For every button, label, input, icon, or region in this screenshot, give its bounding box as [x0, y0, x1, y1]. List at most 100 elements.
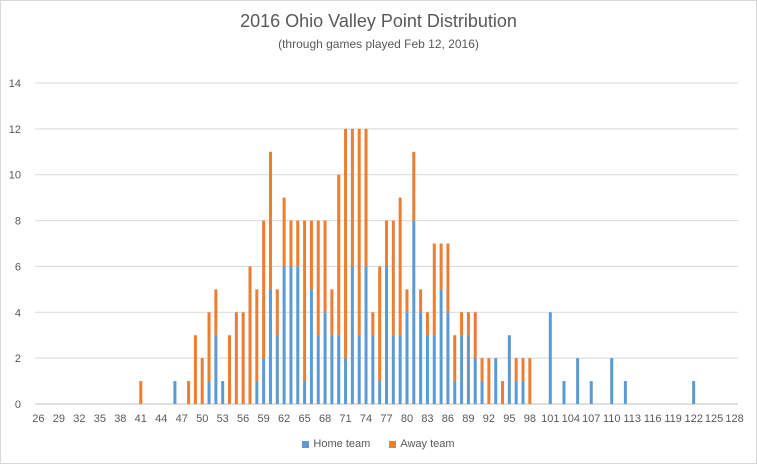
bar-home-team — [303, 381, 307, 404]
bar-away-team — [466, 312, 470, 336]
bar-home-team — [330, 335, 334, 404]
y-tick-label: 2 — [15, 353, 21, 365]
bar-away-team — [262, 220, 266, 359]
bar-away-team — [501, 381, 505, 404]
bar-home-team — [255, 381, 259, 404]
bar-away-team — [371, 312, 375, 336]
bar-home-team — [446, 312, 450, 404]
bar-home-team — [309, 289, 313, 404]
bar-home-team — [405, 312, 409, 404]
x-tick-label: 107 — [582, 413, 600, 425]
bar-away-team — [391, 220, 395, 336]
x-tick-label: 62 — [278, 413, 290, 425]
bar-away-team — [296, 220, 300, 267]
bar-away-team — [330, 289, 334, 336]
x-tick-label: 59 — [258, 413, 270, 425]
bar-home-team — [432, 335, 436, 404]
bar-home-team — [521, 381, 525, 404]
bar-home-team — [514, 381, 518, 404]
bar-home-team — [453, 381, 457, 404]
bar-home-team — [275, 335, 279, 404]
x-tick-label: 92 — [483, 413, 495, 425]
bar-home-team — [296, 266, 300, 404]
bar-home-team — [692, 381, 696, 404]
bar-home-team — [480, 381, 484, 404]
bar-away-team — [187, 381, 191, 404]
x-tick-label: 74 — [360, 413, 372, 425]
bar-home-team — [589, 381, 593, 404]
bar-home-team — [323, 312, 327, 404]
x-tick-label: 56 — [237, 413, 249, 425]
bar-away-team — [316, 220, 320, 336]
x-tick-label: 95 — [503, 413, 515, 425]
bar-away-team — [398, 197, 402, 336]
x-tick-label: 86 — [442, 413, 454, 425]
bar-home-team — [623, 381, 627, 404]
bar-away-team — [419, 289, 423, 313]
legend-label-away: Away team — [400, 438, 455, 450]
x-tick-label: 71 — [339, 413, 351, 425]
bar-away-team — [309, 220, 313, 290]
bar-home-team — [316, 335, 320, 404]
bar-away-team — [487, 358, 491, 404]
x-tick-label: 68 — [319, 413, 331, 425]
bar-away-team — [473, 312, 477, 359]
bar-home-team — [576, 358, 580, 404]
bar-home-team — [507, 335, 511, 404]
y-tick-label: 8 — [15, 216, 21, 228]
x-tick-label: 125 — [705, 413, 723, 425]
bar-home-team — [385, 266, 388, 404]
legend-swatch-home — [302, 440, 310, 448]
bar-home-team — [439, 289, 443, 404]
bar-away-team — [357, 128, 361, 336]
bar-away-team — [364, 128, 368, 267]
bar-away-team — [439, 243, 443, 290]
bar-away-team — [282, 197, 286, 267]
bar-away-team — [378, 266, 382, 382]
bar-away-team — [193, 335, 197, 404]
legend-swatch-away — [389, 440, 397, 448]
x-tick-label: 35 — [94, 413, 106, 425]
bar-away-team — [228, 335, 232, 404]
bar-home-team — [494, 358, 498, 404]
bar-away-team — [214, 289, 218, 336]
bar-away-team — [412, 151, 416, 221]
bar-home-team — [391, 335, 395, 404]
chart-title: 2016 Ohio Valley Point Distribution — [240, 11, 517, 31]
bar-away-team — [521, 358, 525, 382]
x-tick-label: 101 — [541, 413, 559, 425]
bar-away-team — [268, 151, 272, 290]
bar-home-team — [357, 335, 361, 404]
legend-label-home: Home team — [313, 438, 371, 450]
bar-away-team — [460, 312, 464, 336]
x-tick-label: 113 — [623, 413, 641, 425]
bar-away-team — [446, 243, 450, 313]
y-tick-label: 14 — [9, 78, 21, 90]
bar-home-team — [398, 335, 402, 404]
bar-home-team — [610, 358, 614, 404]
x-tick-label: 89 — [462, 413, 474, 425]
bar-home-team — [425, 335, 429, 404]
bar-home-team — [221, 381, 225, 404]
bar-home-team — [548, 312, 552, 404]
bar-away-team — [234, 312, 238, 404]
bar-home-team — [460, 335, 464, 404]
bar-away-team — [528, 358, 532, 404]
chart-subtitle: (through games played Feb 12, 2016) — [278, 37, 479, 51]
bar-away-team — [241, 312, 245, 404]
bar-home-team — [262, 358, 266, 404]
bar-away-team — [207, 312, 211, 382]
x-tick-label: 110 — [603, 413, 621, 425]
bar-home-team — [412, 220, 416, 404]
bar-home-team — [466, 335, 470, 404]
bar-away-team — [453, 335, 457, 382]
legend-item-home: Home team — [302, 438, 370, 450]
bar-away-team — [303, 220, 307, 382]
bar-away-team — [385, 220, 388, 267]
x-tick-label: 80 — [401, 413, 413, 425]
y-tick-label: 10 — [9, 170, 21, 182]
bar-home-team — [350, 266, 354, 404]
x-tick-label: 32 — [73, 413, 85, 425]
